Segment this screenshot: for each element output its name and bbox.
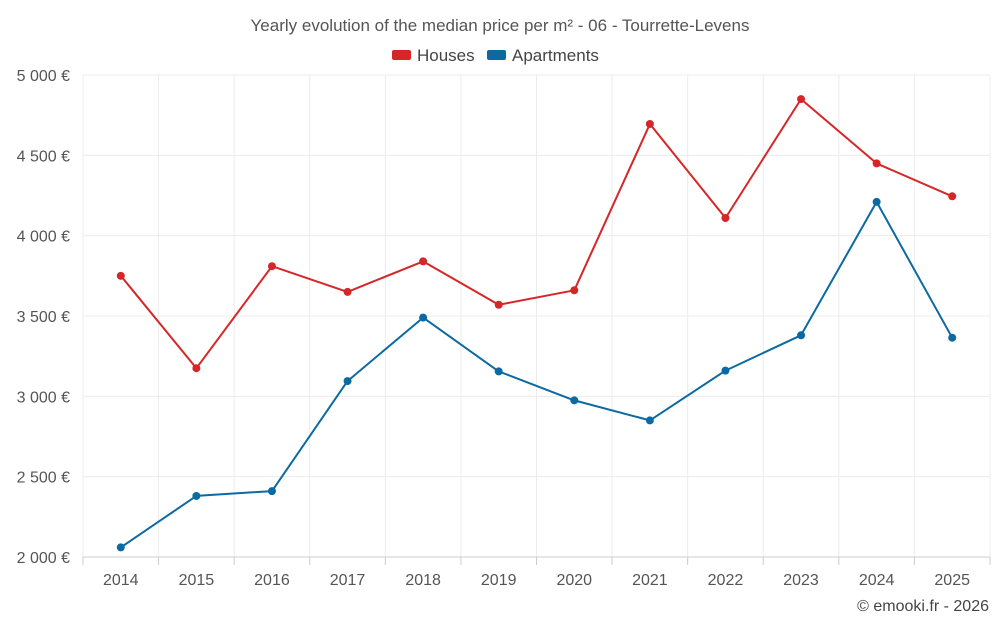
series-line: [120, 200, 954, 549]
data-point[interactable]: [570, 286, 579, 295]
data-point[interactable]: [343, 287, 352, 296]
x-tick-label: 2022: [708, 572, 744, 589]
legend-swatch: [392, 50, 411, 60]
series-layer: [116, 95, 957, 552]
y-tick-label: 3 000 €: [17, 389, 70, 406]
data-point[interactable]: [797, 95, 806, 104]
x-tick-label: 2015: [179, 572, 215, 589]
x-tick-label: 2017: [330, 572, 366, 589]
data-point[interactable]: [494, 300, 503, 309]
x-tick-label: 2025: [934, 572, 970, 589]
legend-swatch: [487, 50, 506, 60]
data-point[interactable]: [872, 159, 881, 168]
credit-text: © emooki.fr - 2026: [857, 598, 989, 615]
x-tick-label: 2014: [103, 572, 139, 589]
x-tick-label: 2016: [254, 572, 290, 589]
data-point[interactable]: [645, 416, 654, 425]
grid: [82, 74, 991, 558]
data-point[interactable]: [419, 313, 428, 322]
x-tick-label: 2020: [556, 572, 592, 589]
data-point[interactable]: [116, 271, 125, 280]
series-line: [120, 98, 953, 370]
legend-label: Apartments: [512, 46, 599, 65]
chart-title: Yearly evolution of the median price per…: [251, 16, 750, 35]
data-point[interactable]: [645, 120, 654, 129]
data-point[interactable]: [419, 257, 428, 266]
y-tick-label: 2 500 €: [17, 470, 70, 487]
data-point[interactable]: [948, 333, 957, 342]
data-point[interactable]: [948, 192, 957, 201]
x-tick-label: 2018: [405, 572, 441, 589]
y-tick-label: 4 500 €: [17, 148, 70, 165]
data-point[interactable]: [192, 491, 201, 500]
legend-item-apartments[interactable]: Apartments: [487, 46, 599, 65]
series-houses: [116, 95, 957, 373]
data-point[interactable]: [116, 543, 125, 552]
x-axis: 2014 2015 2016 2017 2018 2019 2020 2021 2022 2023…: [82, 556, 991, 589]
data-point[interactable]: [494, 367, 503, 376]
data-point[interactable]: [343, 377, 352, 386]
data-point[interactable]: [872, 197, 881, 206]
y-tick-label: 4 000 €: [17, 229, 70, 246]
legend-label: Houses: [417, 46, 475, 65]
x-tick-label: 2023: [783, 572, 819, 589]
data-point[interactable]: [721, 366, 730, 375]
data-point[interactable]: [267, 262, 276, 271]
data-point[interactable]: [721, 213, 730, 222]
y-tick-label: 2 000 €: [17, 550, 70, 567]
y-axis: 2 000 € 2 500 € 3 000 € 3 500 € 4 000 € 4 500…: [17, 68, 70, 567]
y-tick-label: 5 000 €: [17, 68, 70, 85]
x-tick-label: 2024: [859, 572, 895, 589]
data-point[interactable]: [267, 487, 276, 496]
data-point[interactable]: [192, 364, 201, 373]
legend-item-houses[interactable]: Houses: [392, 46, 475, 65]
legend: Houses Apartments: [392, 46, 599, 65]
data-point[interactable]: [797, 331, 806, 340]
y-tick-label: 3 500 €: [17, 309, 70, 326]
x-tick-label: 2021: [632, 572, 668, 589]
x-tick-label: 2019: [481, 572, 517, 589]
data-point[interactable]: [570, 396, 579, 405]
series-apartments: [116, 197, 957, 552]
